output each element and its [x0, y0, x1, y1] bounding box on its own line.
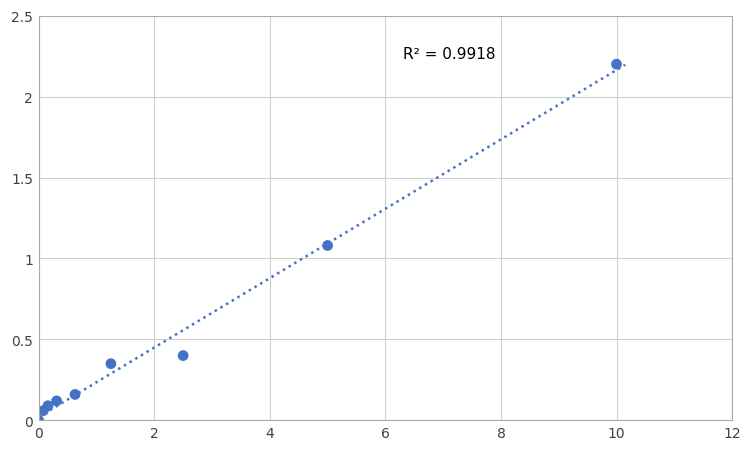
Point	[177, 352, 190, 359]
Point	[50, 397, 62, 405]
Point	[42, 402, 54, 410]
Point	[611, 61, 623, 69]
Point	[105, 360, 117, 368]
Point	[322, 242, 334, 249]
Point	[69, 391, 81, 398]
Text: R² = 0.9918: R² = 0.9918	[403, 47, 496, 62]
Point	[38, 407, 50, 414]
Point	[32, 417, 44, 424]
